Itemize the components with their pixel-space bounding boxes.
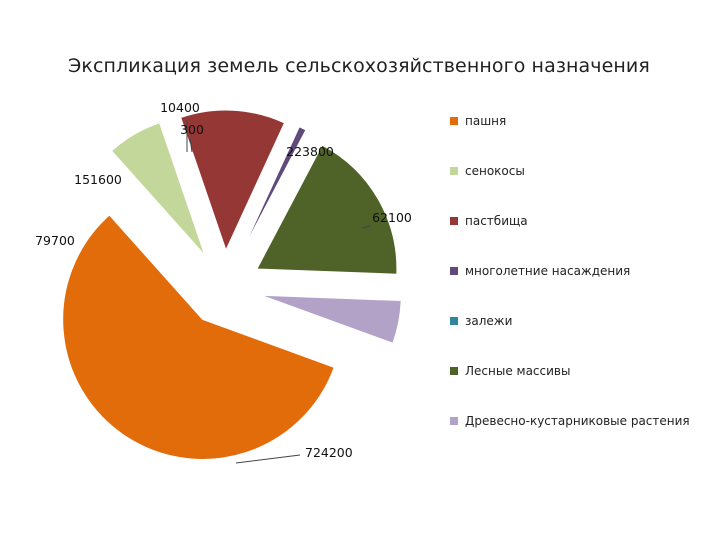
leader-line-4 (189, 137, 193, 153)
pie-slice-0 (62, 214, 335, 460)
legend-item: многолетние насаждения (450, 262, 630, 280)
legend-swatch (450, 367, 458, 375)
data-label-3: 10400 (160, 100, 200, 115)
legend-item: Лесные массивы (450, 362, 570, 380)
legend-swatch (450, 267, 458, 275)
leader-line-6 (361, 225, 371, 229)
pie-slice-5 (256, 144, 398, 275)
legend-swatch (450, 167, 458, 175)
legend-item: пастбища (450, 212, 528, 230)
data-label-4: 300 (180, 122, 204, 137)
legend-label: залежи (465, 314, 513, 328)
leader-line-0 (235, 454, 301, 464)
legend-label: сенокосы (465, 164, 525, 178)
pie-slice-1 (110, 122, 206, 256)
legend-item: залежи (450, 312, 512, 330)
data-label-0: 724200 (305, 445, 353, 460)
data-label-1: 79700 (35, 233, 75, 248)
legend-label: Древесно-кустарниковые растения (465, 414, 690, 428)
legend-swatch (450, 317, 458, 325)
pie-slice-6 (261, 294, 402, 344)
legend-item: сенокосы (450, 162, 525, 180)
legend-swatch (450, 217, 458, 225)
chart-title-text: Экспликация земель сельскохозяйственного… (68, 55, 650, 77)
pie-slice-4 (241, 129, 308, 255)
legend-label: пастбища (465, 214, 528, 228)
legend-label: многолетние насаждения (465, 264, 631, 278)
legend-item: Древесно-кустарниковые растения (450, 412, 690, 430)
legend-label: Лесные массивы (465, 364, 571, 378)
pie-slice-3 (240, 126, 307, 255)
data-label-5: 223800 (286, 144, 334, 159)
legend-item: пашня (450, 112, 506, 130)
pie-slice-2 (180, 109, 286, 252)
legend-swatch (450, 417, 458, 425)
data-label-2: 151600 (74, 172, 122, 187)
data-label-6: 62100 (372, 210, 412, 225)
legend-label: пашня (465, 114, 507, 128)
legend-swatch (450, 117, 458, 125)
